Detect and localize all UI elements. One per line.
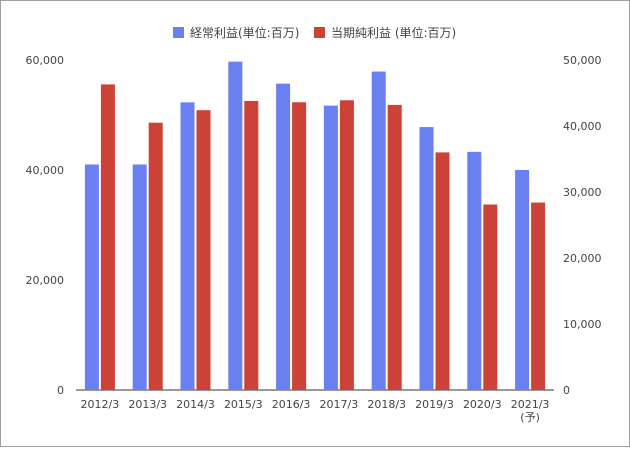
bars: [84, 61, 546, 391]
y-left-tick-label: 20,000: [26, 274, 65, 287]
bar: [515, 170, 530, 390]
legend-label: 当期純利益 (単位:百万): [331, 25, 456, 40]
legend-swatch: [314, 27, 325, 38]
bar: [387, 104, 402, 390]
bar: [371, 71, 386, 391]
x-axis-labels: 2012/3 2013/3 2014/3 2015/3 2016/3 2017/3 2018…: [81, 398, 550, 424]
bar: [435, 152, 450, 390]
x-tick-label: 2014/3: [176, 398, 215, 411]
x-tick-label: 2012/3: [81, 398, 120, 411]
x-tick-label: 2015/3: [224, 398, 263, 411]
y-left-tick-label: 40,000: [26, 164, 65, 177]
axes: 0 20,000 40,000 60,000 0 10,000 20,000 30,000 40…: [26, 54, 602, 397]
legend: 経常利益(単位:百万) 当期純利益 (単位:百万): [173, 25, 456, 40]
bar: [132, 164, 147, 390]
bar: [100, 84, 115, 391]
y-right-tick-label: 20,000: [563, 252, 602, 265]
y-right-tick-label: 0: [563, 384, 570, 397]
bar: [276, 83, 291, 391]
y-left-tick-label: 60,000: [26, 54, 65, 67]
x-tick-label: 2020/3: [463, 398, 502, 411]
y-left-tick-label: 0: [57, 384, 64, 397]
bar: [84, 164, 99, 390]
legend-swatch: [173, 27, 184, 38]
bar: [531, 202, 546, 390]
bar: [483, 204, 498, 390]
bar: [228, 61, 243, 391]
y-right-tick-label: 10,000: [563, 318, 602, 331]
x-tick-label: 2016/3: [272, 398, 311, 411]
x-tick-sublabel: (予): [520, 411, 540, 424]
x-tick-label: 2013/3: [128, 398, 167, 411]
bar: [148, 122, 163, 390]
x-tick-label: 2018/3: [367, 398, 406, 411]
legend-label: 経常利益(単位:百万): [190, 25, 299, 40]
bar: [292, 102, 307, 391]
bar: [467, 151, 482, 390]
bar: [339, 100, 354, 390]
y-right-tick-label: 50,000: [563, 54, 602, 67]
x-tick-label: 2017/3: [320, 398, 359, 411]
bar: [196, 110, 211, 390]
x-tick-label: 2019/3: [415, 398, 454, 411]
bar: [419, 127, 434, 390]
bar: [180, 102, 195, 390]
y-right-tick-label: 40,000: [563, 120, 602, 133]
x-tick-label: 2021/3: [511, 398, 550, 411]
bar: [323, 105, 338, 391]
y-right-tick-label: 30,000: [563, 186, 602, 199]
bar: [244, 100, 259, 391]
